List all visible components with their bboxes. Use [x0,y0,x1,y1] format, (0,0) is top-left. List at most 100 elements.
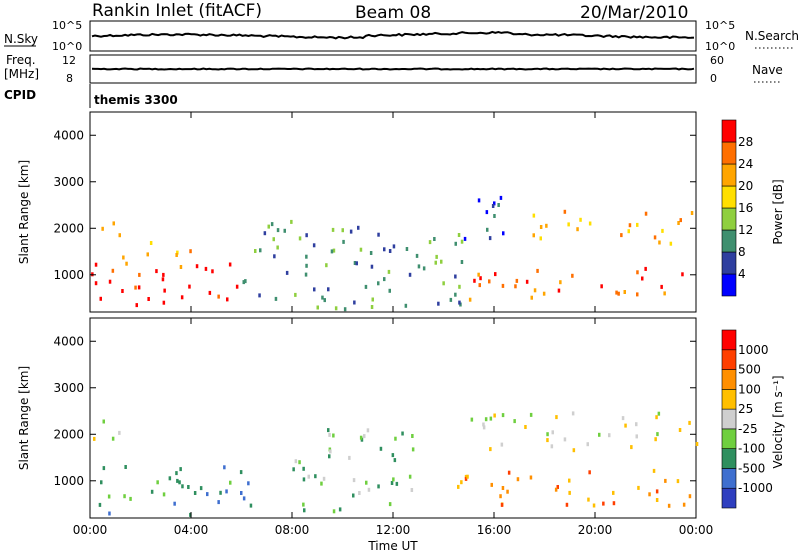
data-cell [303,508,306,513]
data-cell [302,477,306,482]
y-tick-label: 3000 [53,175,84,189]
data-cell [417,264,421,269]
data-cell [175,471,178,476]
data-cell [571,411,575,416]
data-cell [546,432,549,437]
data-cell [617,291,620,296]
data-cell [321,295,324,300]
data-cell [554,487,558,492]
data-cell [187,485,190,489]
data-cell [258,293,261,298]
data-cell [99,296,102,301]
data-cell [100,480,103,485]
nsearch-tick-top: 10^5 [705,19,735,32]
data-cell [305,254,308,259]
data-cell [189,249,192,254]
data-cell [332,248,336,253]
data-cell [641,276,644,281]
power-y-ticks: 1000 2000 3000 4000 [53,128,696,282]
data-cell [370,305,374,309]
data-cell [353,300,356,305]
data-cell [370,264,374,269]
data-cell [179,265,183,269]
colorbar-tick-label: -25 [738,422,758,436]
velocity-colorbar: 1000 500 100 25 -25 -100 -500 -1000 [721,329,773,509]
data-cell [488,279,491,284]
data-cell [294,459,298,464]
data-cell [514,284,517,289]
data-cell [393,458,397,463]
x-tick-label: 12:00 [376,523,411,537]
data-cell [557,288,561,293]
data-cell [485,210,489,215]
data-cell [536,268,539,273]
data-cell [546,438,549,443]
y-tick-label: 1000 [53,268,84,282]
data-cell [470,417,474,422]
cpid-label: CPID [4,88,36,102]
data-cell [176,250,179,255]
data-cell [298,236,302,241]
data-cell [223,465,226,470]
data-cell [586,442,589,447]
data-cell [655,498,659,502]
data-cell [479,276,482,281]
data-cell [162,300,166,305]
data-cell [365,480,368,485]
colorbar-swatch [721,207,737,231]
data-cell [108,279,112,284]
data-cell [313,287,316,292]
data-cell [312,243,316,248]
data-cell [433,237,436,241]
colorbar-swatch [721,119,737,143]
data-cell [304,272,308,277]
colorbar-swatch [721,468,737,489]
data-cell [468,297,472,302]
data-cell [371,297,374,302]
data-cell [572,448,576,453]
data-cell [539,225,543,229]
data-cell [654,437,657,442]
date-label: 20/Mar/2010 [580,3,688,23]
data-cell [242,496,246,501]
freq-line [91,67,695,71]
data-cell [482,425,486,430]
data-cell [102,419,105,424]
x-axis-label: Time UT [367,539,418,553]
colorbar-tick-label: 25 [738,402,753,416]
data-cell [367,487,371,492]
data-cell [567,222,570,227]
colorbar-tick-label: 500 [738,363,761,377]
data-cell [325,263,328,268]
data-cell [123,494,126,499]
data-cell [254,249,257,253]
data-cell [94,281,98,286]
data-cell [571,273,574,278]
data-cell [408,474,412,479]
data-cell [331,227,335,232]
data-cell [332,509,336,514]
data-cell [388,249,392,253]
data-cell [440,259,443,264]
data-cell [442,281,445,286]
data-cell [635,422,638,427]
data-cell [307,474,310,479]
colorbar-tick-label: 4 [738,267,746,281]
data-cell [332,433,335,438]
data-cell [457,484,460,489]
colorbar-swatch [721,389,737,410]
data-cell [391,453,395,458]
data-cell [482,422,485,427]
nave-tick-bottom: 0 [710,72,717,85]
data-cell [377,281,380,286]
beam-label: Beam 08 [355,3,431,23]
data-cell [175,253,178,257]
data-cell [118,430,121,435]
data-cell [122,255,125,260]
power-frame [89,111,697,313]
colorbar-swatch [721,428,737,449]
data-cell [563,209,567,214]
data-cell [660,284,663,289]
colorbar-tick-label: 100 [738,382,761,396]
data-cell [263,231,267,236]
